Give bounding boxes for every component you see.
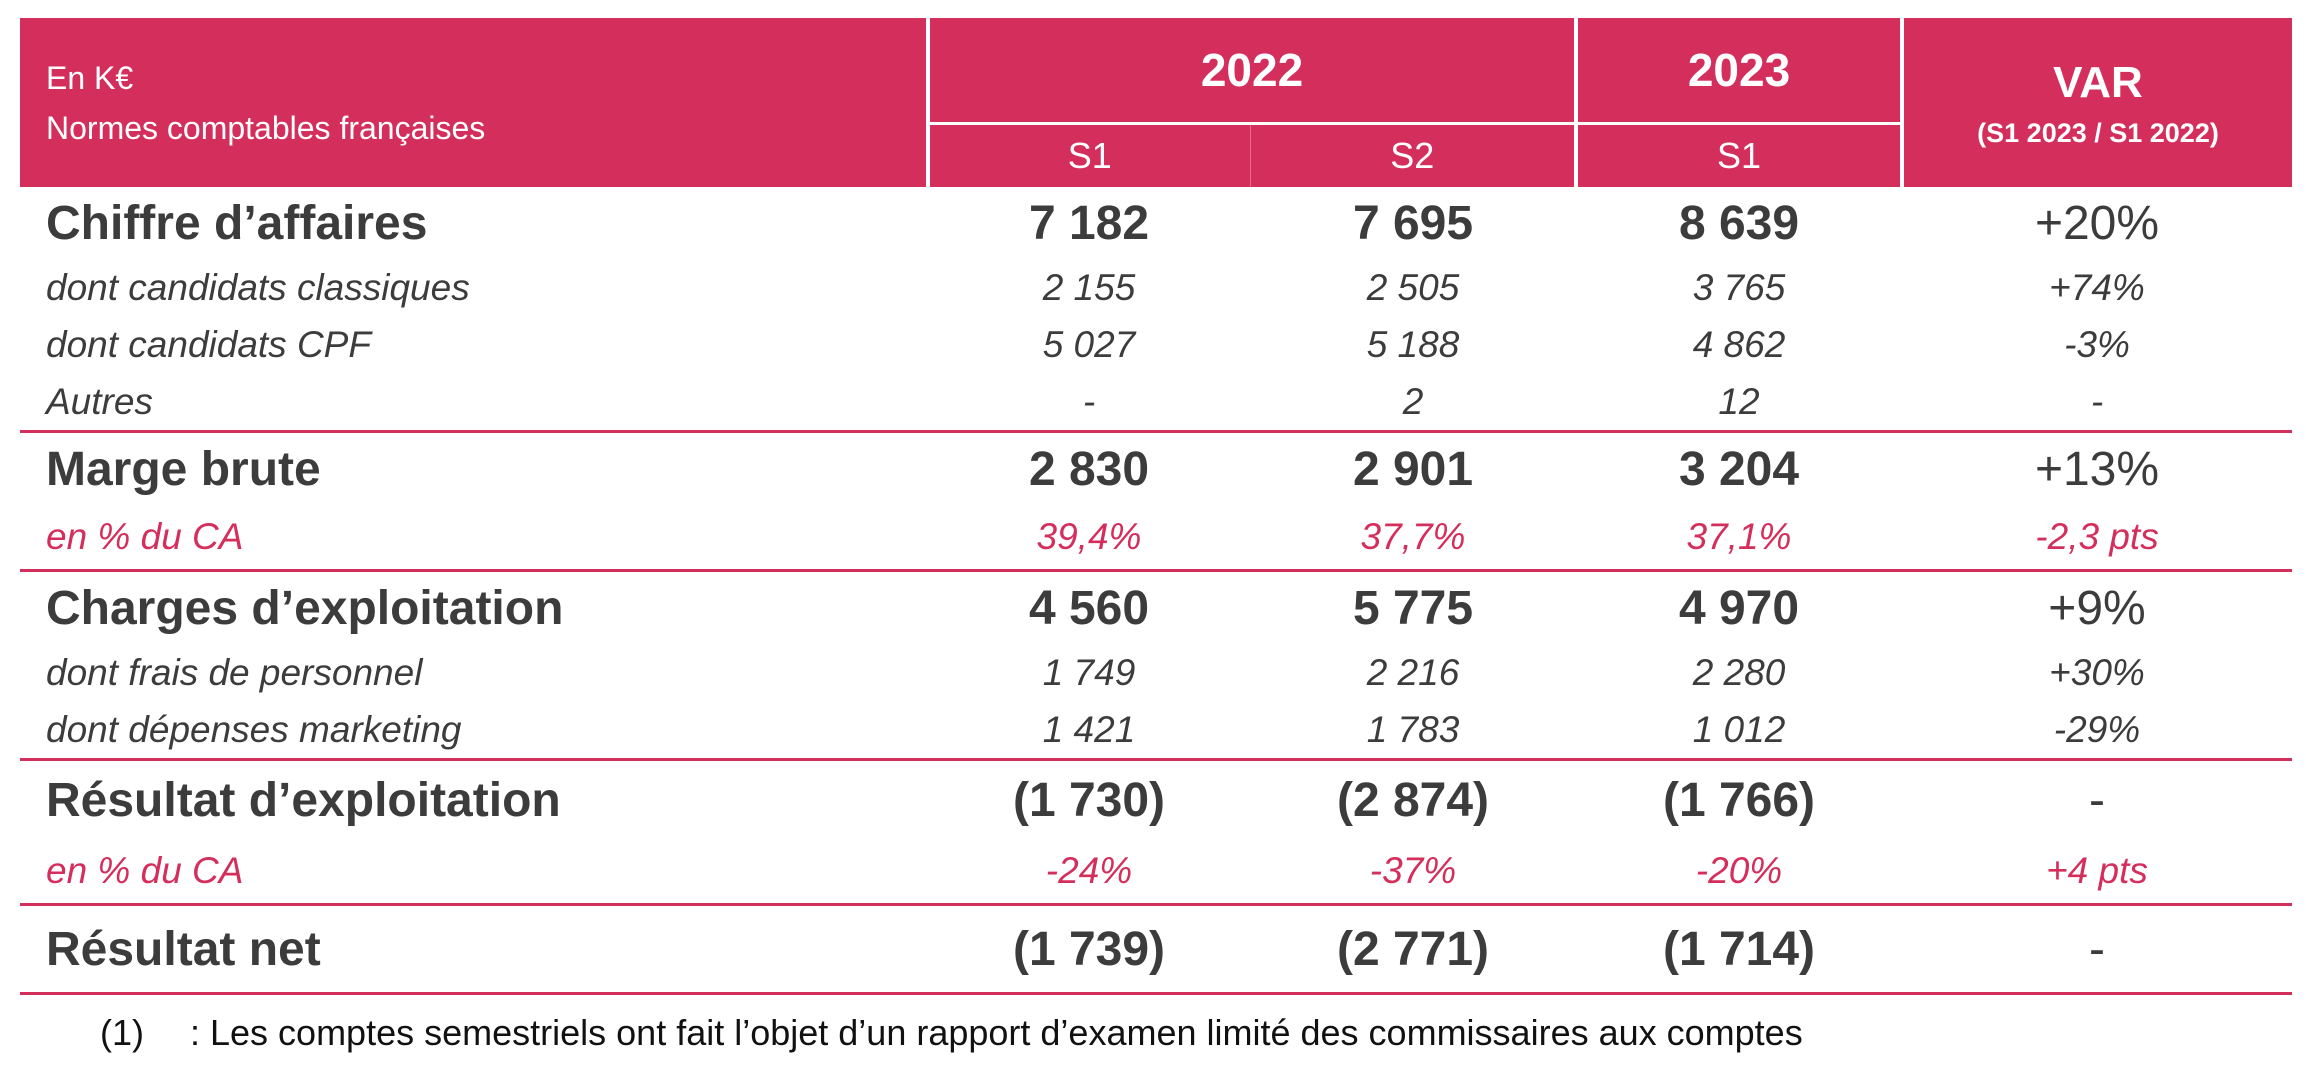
table-row-marketing-costs: dont dépenses marketing 1 421 1 783 1 01… [20,701,2292,761]
row-label: Résultat d’exploitation [46,773,561,827]
value-s1-2022: 2 155 [1042,266,1136,308]
value-s2-2022: 2 505 [1366,266,1460,308]
row-label: Marge brute [46,442,321,496]
accounting-standards-label: Normes comptables françaises [46,109,486,146]
row-label: dont candidats classiques [46,266,470,308]
value-s1-2023: 2 280 [1692,651,1786,693]
table-row-others: Autres - 2 12 - [20,373,2292,433]
footnote: (1) : Les comptes semestriels ont fait l’… [100,1012,1803,1054]
value-s1-2022: (1 739) [928,904,1250,995]
value-s1-2022: 39,4% [928,505,1250,572]
header-label-cell: En K€ Normes comptables françaises [20,18,930,187]
value-variation: +74% [2049,266,2145,308]
value-s2-2022: 2 216 [1366,651,1460,693]
value-s1-2022: -24% [928,839,1250,906]
value-variation: -29% [1902,701,2292,761]
value-s2-2022: 7 695 [1352,196,1474,250]
value-s2-2022: 5 188 [1366,323,1460,365]
row-label: en % du CA [20,839,928,906]
row-label: Charges d’exploitation [46,581,564,635]
value-s1-2023: 4 970 [1678,581,1800,635]
table-row-operating-expenses: Charges d’exploitation 4 560 5 775 4 970… [20,571,2292,645]
value-variation: +13% [2034,442,2160,496]
row-label: Résultat net [20,904,928,995]
value-s2-2022: 2 901 [1352,442,1474,496]
value-s1-2022: 2 830 [1028,442,1150,496]
currency-unit-label: En K€ [46,59,134,96]
table-row-net-result: Résultat net (1 739) (2 771) (1 714) - [20,904,2292,995]
value-s1-2023: -20% [1576,839,1902,906]
value-variation: -2,3 pts [1902,505,2292,572]
value-s2-2022: 5 775 [1352,581,1474,635]
value-s1-2022: - [928,373,1250,433]
footnote-text: : Les comptes semestriels ont fait l’obj… [190,1012,1803,1053]
table-row-gross-margin: Marge brute 2 830 2 901 3 204 +13% [20,432,2292,506]
row-label: Autres [20,373,928,433]
table-row-gross-margin-pct: en % du CA 39,4% 37,7% 37,1% -2,3 pts [20,505,2292,572]
table-row-classic-candidates: dont candidats classiques 2 155 2 505 3 … [20,259,2292,316]
value-s1-2022: 1 749 [1042,651,1136,693]
value-variation: - [1902,904,2292,995]
value-variation: +4 pts [1902,839,2292,906]
value-s1-2023: 3 204 [1678,442,1800,496]
row-label: en % du CA [20,505,928,572]
row-label: dont candidats CPF [46,323,371,365]
semester-s1-2023-header: S1 [1576,123,1904,187]
value-s1-2023: 1 012 [1576,701,1902,761]
table-row-cpf-candidates: dont candidats CPF 5 027 5 188 4 862 -3% [20,316,2292,373]
row-label: dont dépenses marketing [20,701,928,761]
value-s1-2023: 3 765 [1692,266,1786,308]
value-s1-2023: 12 [1576,373,1902,433]
year-2022-header: 2022 [928,18,1578,125]
value-variation: +30% [2049,651,2145,693]
year-2023-header: 2023 [1576,18,1904,125]
table-row-operating-result: Résultat d’exploitation (1 730) (2 874) … [20,760,2292,840]
value-s1-2022: 4 560 [1028,581,1150,635]
table-row-staff-costs: dont frais de personnel 1 749 2 216 2 28… [20,644,2292,701]
value-variation: - [2089,773,2105,827]
value-s1-2023: (1 714) [1576,904,1902,995]
variation-title: VAR [2053,57,2143,107]
value-s1-2022: (1 730) [1012,773,1166,827]
value-s2-2022: (2 771) [1250,904,1576,995]
value-s2-2022: -37% [1250,839,1576,906]
variation-header: VAR (S1 2023 / S1 2022) [1902,18,2292,187]
value-variation: - [1902,373,2292,433]
value-s1-2022: 1 421 [928,701,1250,761]
value-variation: +9% [2048,581,2146,635]
table-row-operating-result-pct: en % du CA -24% -37% -20% +4 pts [20,839,2292,906]
value-s2-2022: 2 [1250,373,1576,433]
value-s1-2022: 7 182 [1028,196,1150,250]
value-s2-2022: (2 874) [1336,773,1490,827]
semester-s1-2022-header: S1 [928,123,1251,187]
value-s1-2023: 8 639 [1678,196,1800,250]
value-s1-2023: (1 766) [1662,773,1816,827]
value-s2-2022: 1 783 [1250,701,1576,761]
value-s1-2023: 37,1% [1576,505,1902,572]
footnote-marker: (1) [100,1012,144,1053]
value-variation: -3% [2064,323,2130,365]
financial-table: En K€ Normes comptables françaises 2022 … [20,18,2292,995]
value-variation: +20% [2034,196,2160,250]
value-s2-2022: 37,7% [1250,505,1576,572]
semester-s2-2022-header: S2 [1250,123,1578,187]
table-row-revenue: Chiffre d’affaires 7 182 7 695 8 639 +20… [20,187,2292,259]
value-s1-2022: 5 027 [1042,323,1136,365]
variation-subtitle: (S1 2023 / S1 2022) [1977,117,2219,148]
row-label: Chiffre d’affaires [46,196,428,250]
row-label: dont frais de personnel [46,651,423,693]
value-s1-2023: 4 862 [1692,323,1786,365]
